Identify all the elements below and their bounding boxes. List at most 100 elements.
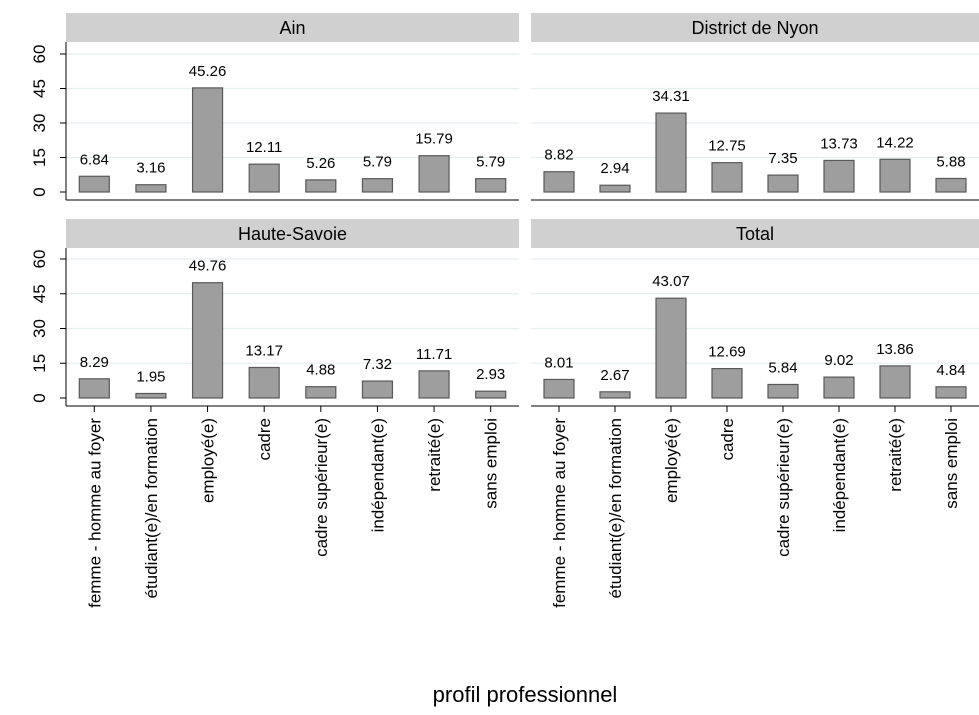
data-label: 7.35 [768,150,797,167]
data-label: 11.71 [416,346,452,363]
bar [711,368,743,399]
y-tick-label: 45 [30,284,49,303]
data-label: 2.94 [600,160,629,177]
bar [418,155,450,193]
data-label: 12.11 [246,139,282,156]
panel-header [66,219,519,248]
bar [543,171,575,193]
bar [543,378,575,399]
data-label: 12.75 [708,138,746,155]
data-label: 12.69 [708,344,746,361]
x-tick-label: cadre supérieur(e) [774,418,793,557]
y-tick-label: 0 [30,393,49,402]
data-label: 1.95 [136,368,165,385]
x-tick-label: femme - homme au foyer [85,418,104,608]
data-label: 5.26 [306,155,335,172]
panel-title: Ain [279,18,305,38]
y-tick-label: 60 [30,250,49,269]
y-tick-label: 0 [30,187,49,196]
panel-title: Haute-Savoie [238,224,347,244]
bar [823,376,855,399]
data-label: 5.84 [768,359,797,376]
bar [135,392,167,399]
data-label: 8.82 [544,147,573,164]
data-label: 4.84 [936,362,965,379]
data-label: 43.07 [652,273,690,290]
bar [475,178,507,193]
data-label: 2.93 [476,366,505,383]
panel-header [66,13,519,42]
data-label: 7.32 [363,356,392,373]
bar [248,366,280,399]
y-tick-label: 30 [30,114,49,133]
data-label: 5.79 [476,154,505,171]
data-label: 45.26 [189,63,227,80]
y-tick-label: 45 [30,79,49,98]
x-tick-label: étudiant(e)/en formation [142,418,161,599]
x-tick-label: sans emploi [482,418,501,509]
data-label: 6.84 [80,151,109,168]
bar [655,112,687,193]
bar [361,380,394,399]
data-label: 8.01 [544,354,573,371]
data-label: 5.88 [936,153,965,170]
y-tick-label: 60 [30,45,49,64]
bar [78,175,110,193]
bar [935,386,967,399]
panel-district-de-nyon: District de Nyon 8.82 2.94 34.31 12.75 7.35 13… [531,13,979,201]
bar [655,297,687,399]
bar [191,282,224,399]
data-label: 5.79 [363,154,392,171]
panel-haute-savoie: Haute-Savoie 0 15 30 45 60 8.29 femme - homme a… [30,219,519,608]
bar [361,178,394,193]
data-label: 4.88 [306,362,335,379]
bar [78,378,110,399]
bar [879,365,911,399]
y-tick-label: 15 [30,148,49,167]
chart-panels: Ain 0 15 30 45 60 6.84 3.16 45.26 12.11 5.26 5.79 15… [30,13,979,608]
y-tick-label: 30 [30,319,49,338]
panel-title: District de Nyon [691,18,818,38]
data-label: 15.79 [415,131,453,148]
x-tick-label: employé(e) [662,418,681,503]
panel-total: Total 8.01 femme - homme au foyer 2.67 étudi… [531,219,979,608]
x-tick-label: cadre [718,418,737,461]
data-label: 34.31 [652,88,690,105]
x-tick-label: employé(e) [199,418,218,503]
bar [879,158,911,193]
data-label: 13.17 [245,342,283,359]
y-tick-label: 15 [30,354,49,373]
x-tick-label: sans emploi [942,418,961,509]
x-tick-label: retraité(e) [425,418,444,492]
x-axis-title: profil professionnel [433,682,618,707]
bar [305,179,337,193]
bar [599,391,631,399]
data-label: 14.22 [876,134,914,151]
data-label: 49.76 [189,258,227,275]
bar [248,163,280,193]
bar [823,159,855,193]
bar [191,87,224,193]
bar [135,184,167,193]
data-label: 3.16 [136,160,165,177]
panel-header [531,13,979,42]
bar [767,383,799,399]
bar [935,177,967,193]
x-tick-label: étudiant(e)/en formation [606,418,625,599]
bar [475,390,507,399]
bar [711,162,743,193]
panel-title: Total [736,224,774,244]
data-label: 9.02 [824,352,853,369]
x-tick-label: retraité(e) [886,418,905,492]
data-label: 13.73 [820,135,858,152]
x-tick-label: cadre supérieur(e) [312,418,331,557]
bar [418,370,450,399]
bar [767,174,799,193]
data-label: 2.67 [600,367,629,384]
bar [305,386,337,399]
x-tick-label: femme - homme au foyer [550,418,569,608]
panel-header [531,219,979,248]
data-label: 8.29 [80,354,109,371]
x-tick-label: indépendant(e) [830,418,849,532]
